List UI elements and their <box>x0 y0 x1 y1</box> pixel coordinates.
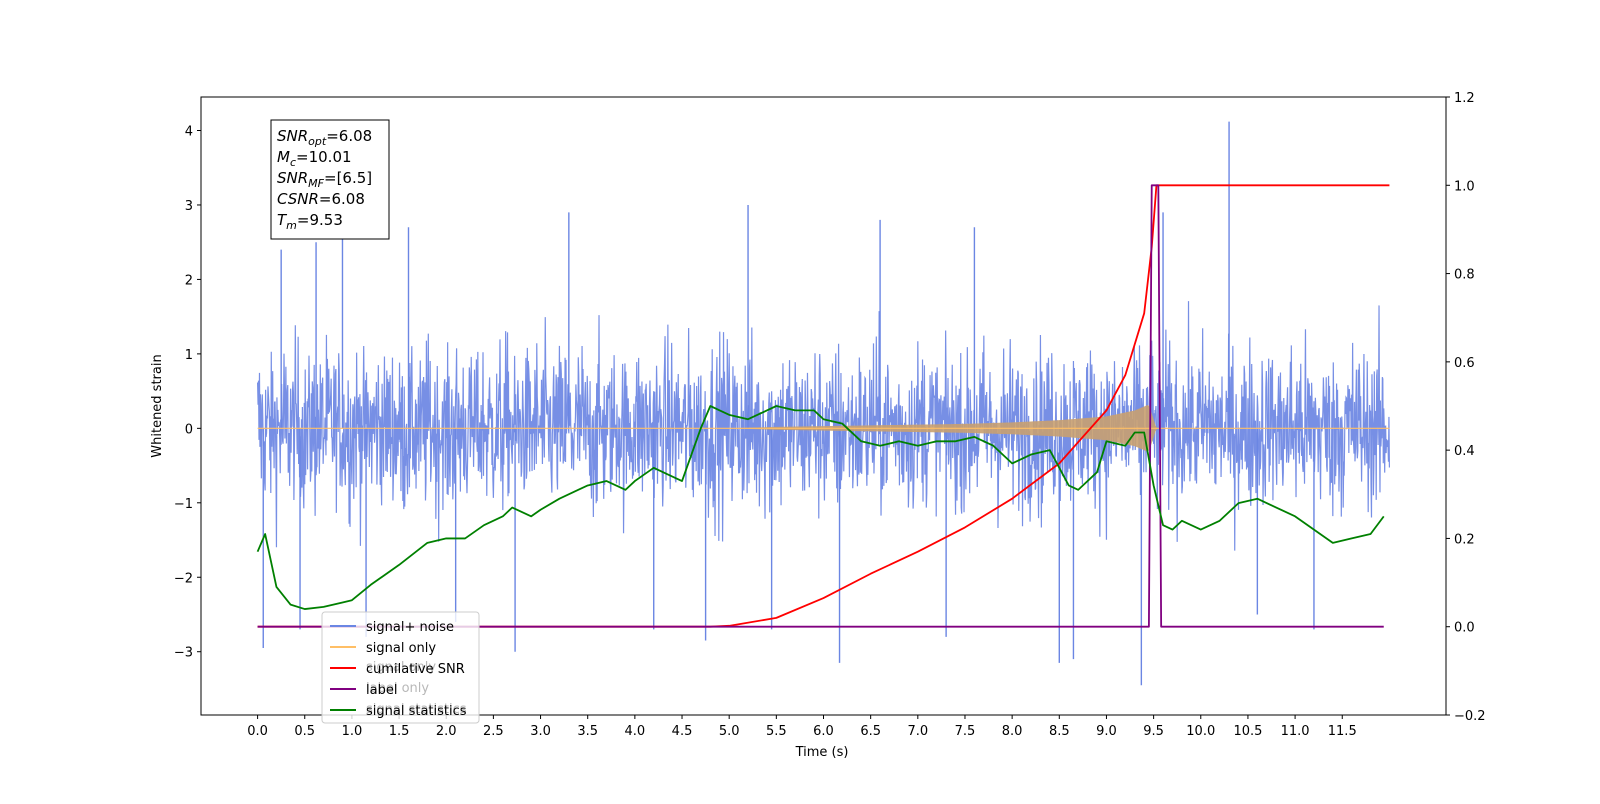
right-y-tick-label: 0.4 <box>1454 444 1475 459</box>
legend-entry: signal+ noise <box>366 620 454 635</box>
metric-line: Mc=10.01 <box>277 148 352 169</box>
legend: signal only label only signal statistics s… <box>321 611 480 724</box>
x-tick-label: 6.5 <box>860 724 881 739</box>
legend-ghost-text: label only <box>366 681 429 696</box>
x-axis-label: Time (s) <box>795 745 849 760</box>
left-y-tick-label: 2 <box>185 273 193 288</box>
x-tick-label: 0.5 <box>294 724 315 739</box>
legend-entry: signal statistics <box>366 704 467 719</box>
signal-only-layer <box>257 404 1390 452</box>
x-tick-label: 4.0 <box>625 724 646 739</box>
signal-statistics-line <box>256 405 1385 610</box>
signal-plus-noise-layer <box>256 121 1391 686</box>
x-tick-label: 10.0 <box>1186 724 1215 739</box>
left-y-tick-label: −3 <box>174 646 193 661</box>
metric-line: CSNR=6.08 <box>277 190 365 208</box>
x-tick-label: 3.5 <box>577 724 598 739</box>
right-y-tick-label: 0.0 <box>1454 621 1475 636</box>
metric-line: Tm=9.53 <box>277 211 343 232</box>
signal-statistics-layer <box>256 405 1385 610</box>
legend-frame <box>321 611 480 724</box>
cumulative-snr-layer <box>257 184 1390 628</box>
legend-entry: label <box>366 683 397 698</box>
x-tick-label: 2.0 <box>436 724 457 739</box>
metric-line: SNRopt=6.08 <box>277 127 372 148</box>
right-y-tick-label: 1.2 <box>1454 91 1475 106</box>
label-line <box>257 184 1384 628</box>
right-y-tick-label: 1.0 <box>1454 179 1475 194</box>
left-y-tick-label: −1 <box>174 497 193 512</box>
label-layer <box>257 184 1384 628</box>
left-y-axis-ticks: −3 −2 −1 0 1 2 3 4 <box>174 125 201 661</box>
x-tick-label: 5.5 <box>766 724 787 739</box>
x-tick-label: 1.0 <box>342 724 363 739</box>
legend-entry: cumilative SNR <box>366 662 465 677</box>
x-tick-label: 9.5 <box>1143 724 1164 739</box>
x-tick-label: 9.0 <box>1096 724 1117 739</box>
x-tick-label: 7.5 <box>955 724 976 739</box>
metrics-box-frame <box>270 119 390 240</box>
x-tick-label: 10.5 <box>1233 724 1262 739</box>
x-tick-label: 2.5 <box>483 724 504 739</box>
right-y-tick-label: 0.6 <box>1454 356 1475 371</box>
right-y-tick-label: 0.2 <box>1454 532 1475 547</box>
cumulative-snr-line <box>257 184 1390 628</box>
x-axis-ticks: 0.0 0.5 1.0 1.5 2.0 2.5 3.0 3.5 4.0 4.5 5.0 5.5 6.0 6… <box>247 715 1357 739</box>
left-y-tick-label: −2 <box>174 571 193 586</box>
x-tick-label: 7.0 <box>907 724 928 739</box>
legend-ghost-text: signal only <box>366 660 436 675</box>
x-tick-label: 6.0 <box>813 724 834 739</box>
left-y-tick-label: 1 <box>185 348 193 363</box>
left-y-axis-label: Whitened strain <box>150 354 165 457</box>
right-y-tick-label: −0.2 <box>1454 709 1486 724</box>
x-tick-label: 8.5 <box>1049 724 1070 739</box>
x-tick-label: 1.5 <box>389 724 410 739</box>
x-tick-label: 11.5 <box>1328 724 1357 739</box>
legend-ghost-text: signal statistics <box>366 702 467 717</box>
x-tick-label: 3.0 <box>530 724 551 739</box>
x-tick-label: 0.0 <box>247 724 268 739</box>
x-tick-label: 11.0 <box>1281 724 1310 739</box>
right-y-axis-ticks: −0.2 0.0 0.2 0.4 0.6 0.8 1.0 1.2 <box>1446 91 1486 724</box>
legend-entry: signal only <box>366 641 436 656</box>
left-y-tick-label: 3 <box>185 199 193 214</box>
left-y-tick-label: 4 <box>185 125 193 140</box>
x-tick-label: 4.5 <box>672 724 693 739</box>
left-y-tick-label: 0 <box>185 422 193 437</box>
right-y-tick-label: 0.8 <box>1454 268 1475 283</box>
x-tick-label: 5.0 <box>719 724 740 739</box>
metric-line: SNRMF=[6.5] <box>277 169 372 190</box>
x-tick-label: 8.0 <box>1002 724 1023 739</box>
